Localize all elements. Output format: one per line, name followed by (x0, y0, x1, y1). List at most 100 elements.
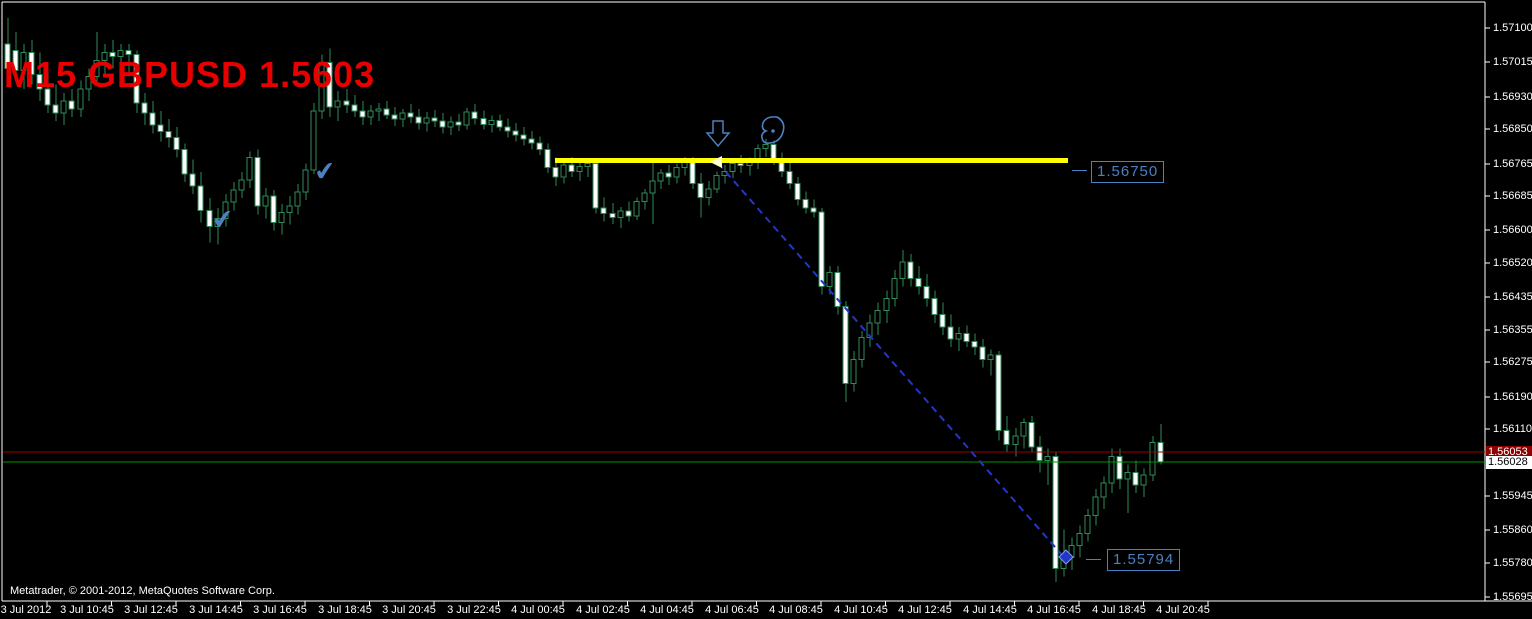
candle-body-bull (222, 201, 229, 219)
candle-body-bear (528, 138, 535, 144)
candle-body-bear (1003, 430, 1010, 445)
time-axis-label: 4 Jul 06:45 (705, 604, 759, 616)
candle-body-bear (383, 108, 390, 116)
candle-body-bull (463, 111, 470, 126)
candle-body-bear (568, 164, 575, 172)
candle-body-bear (600, 207, 607, 214)
price-axis-label: 1.56435 (1493, 291, 1532, 303)
yellow-resistance-line[interactable] (555, 158, 1068, 163)
candle-body-bear (609, 212, 616, 219)
time-axis-label: 3 Jul 10:45 (60, 604, 114, 616)
candle-body-bull (826, 272, 833, 287)
candle-body-bear (197, 185, 204, 211)
candle-body-bear (1052, 455, 1059, 569)
candle-body-bull (762, 144, 769, 150)
chart-title-watermark: M15 GBPUSD 1.5603 (4, 54, 376, 95)
candle-body-bear (971, 340, 978, 348)
candle-body-bear (1036, 446, 1043, 462)
candle-body-bear (923, 285, 930, 300)
candle-body-bear (544, 149, 551, 168)
time-axis-label: 4 Jul 04:45 (640, 604, 694, 616)
candle-body-bear (431, 117, 438, 122)
candle-body-bear (947, 326, 954, 340)
time-axis-label: 3 Jul 12:45 (124, 604, 178, 616)
time-axis-label: 4 Jul 00:45 (511, 604, 565, 616)
candle-body-bull (310, 110, 317, 171)
hand-icon[interactable] (761, 116, 785, 144)
checkmark-icon[interactable]: ✔ (312, 154, 338, 188)
candle-body-bear (770, 144, 777, 160)
checkmark-icon[interactable]: ✔ (210, 202, 236, 236)
hline-label-dash (1072, 170, 1087, 171)
candle-body-bear (44, 88, 51, 106)
time-axis-label: 3 Jul 2012 (0, 604, 52, 616)
candle-body-bull (488, 119, 495, 125)
down-arrow-icon[interactable] (705, 120, 731, 148)
candle-body-bear (343, 100, 350, 106)
candle-body-bear (963, 332, 970, 342)
candle-body-bull (423, 117, 430, 124)
candle-body-bull (101, 51, 108, 61)
candle-body-bull (633, 200, 640, 217)
candle-body-bull (334, 100, 341, 108)
candle-body-bull (375, 108, 382, 112)
candle-body-bear (979, 346, 986, 360)
candle-body-bull (883, 298, 890, 312)
candle-body-bear (36, 74, 43, 90)
bid-price-label: 1.56028 (1486, 456, 1532, 469)
price-axis-label: 1.56685 (1493, 190, 1532, 202)
candle-body-bull (866, 322, 873, 338)
candle-body-bull (560, 164, 567, 178)
candle-body-bear (915, 277, 922, 287)
candle-body-bear (512, 130, 519, 136)
candle-body-bear (52, 104, 59, 114)
candle-body-bull (729, 162, 736, 172)
candle-body-bull (238, 179, 245, 191)
candle-body-bear (254, 157, 261, 207)
trendline-price-tag[interactable]: 1.55794 (1107, 549, 1181, 571)
candle-body-bull (93, 59, 100, 78)
candle-body-bear (407, 112, 414, 118)
candle-body-bull (1149, 442, 1156, 476)
candle-body-bull (1076, 532, 1083, 547)
candle-body-bear (520, 134, 527, 140)
candle-body-bear (133, 53, 140, 104)
candle-body-bear (141, 102, 148, 114)
candle-body-bear (28, 51, 35, 76)
candle-body-bull (617, 210, 624, 219)
price-axis-label: 1.56600 (1493, 224, 1532, 236)
candle-body-bull (955, 332, 962, 340)
candle-body-bear (391, 114, 398, 120)
candle-body-bear (697, 183, 704, 198)
candle-body-bear (939, 314, 946, 328)
candle-body-bear (439, 120, 446, 128)
candle-body-bull (262, 195, 269, 207)
time-axis-label: 4 Jul 18:45 (1092, 604, 1146, 616)
candle-body-bear (326, 61, 333, 108)
candle-body-bear (455, 121, 462, 126)
candle-body-bull (1044, 455, 1051, 462)
candle-body-bear (181, 149, 188, 175)
blue-dashed-trendline[interactable] (717, 162, 1063, 556)
hline-price-tag[interactable]: 1.56750 (1091, 161, 1165, 183)
candle-body-bear (270, 195, 277, 223)
candle-body-bull (576, 166, 583, 172)
price-axis-label: 1.56110 (1493, 423, 1532, 435)
candle-body-bear (109, 51, 116, 57)
candle-body-bull (891, 277, 898, 300)
candle-body-bear (173, 136, 180, 151)
time-axis-label: 3 Jul 20:45 (382, 604, 436, 616)
candle-body-bear (415, 116, 422, 124)
time-axis-label: 4 Jul 16:45 (1027, 604, 1081, 616)
candle-body-bull (77, 88, 84, 110)
price-axis-label: 1.55780 (1493, 557, 1532, 569)
candle-body-bull (1140, 474, 1147, 486)
price-axis-label: 1.55860 (1493, 524, 1532, 536)
candle-body-bear (165, 130, 172, 138)
candle-body-bull (294, 191, 301, 207)
candle-body-bull (20, 51, 27, 72)
candle-body-bear (818, 211, 825, 287)
candle-body-bear (351, 104, 358, 112)
candle-body-bull (214, 217, 221, 227)
